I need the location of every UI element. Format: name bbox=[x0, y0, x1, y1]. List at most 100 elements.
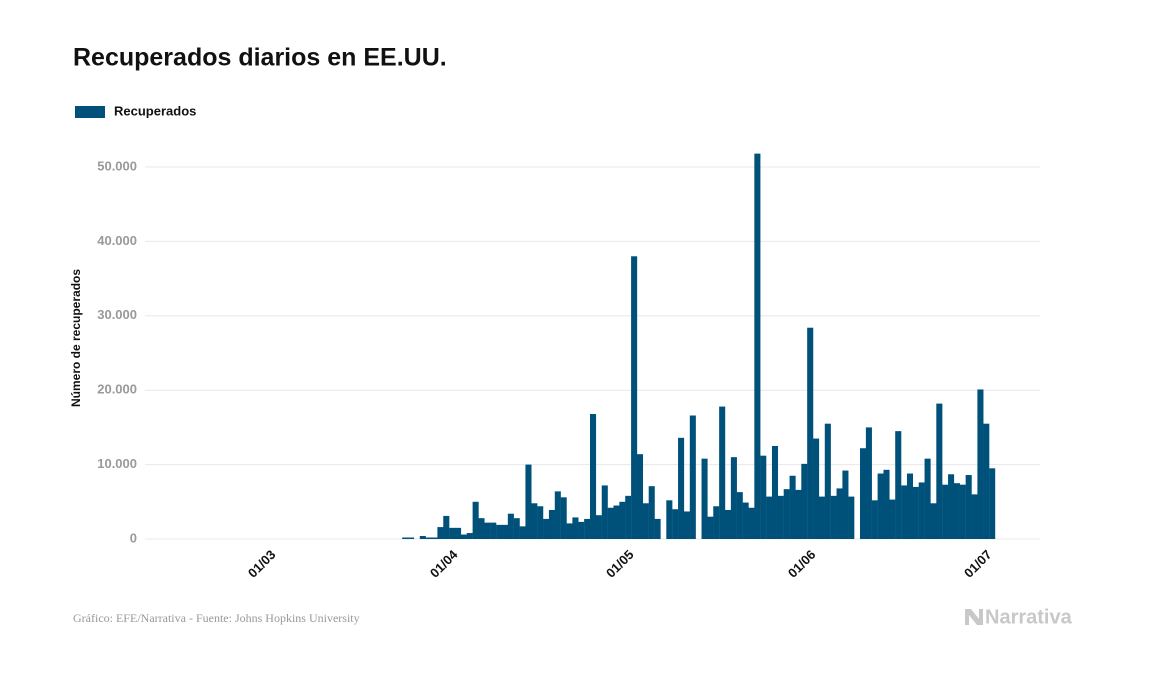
x-tick-label: 01/03 bbox=[245, 547, 279, 581]
bar bbox=[613, 505, 620, 539]
bar bbox=[678, 437, 685, 539]
bar bbox=[865, 427, 872, 539]
bar bbox=[971, 494, 978, 539]
bar bbox=[842, 470, 849, 539]
y-tick-label: 0 bbox=[130, 530, 137, 545]
bar bbox=[959, 484, 966, 539]
bar bbox=[771, 446, 779, 539]
legend-swatch bbox=[75, 106, 105, 118]
bar bbox=[578, 521, 585, 539]
bar bbox=[836, 488, 843, 539]
bar bbox=[942, 484, 949, 539]
bar bbox=[496, 524, 503, 539]
bar bbox=[672, 509, 679, 539]
bar bbox=[648, 486, 655, 539]
bar bbox=[548, 509, 555, 539]
chart-title: Recuperados diarios en EE.UU. bbox=[73, 44, 447, 72]
bar bbox=[742, 502, 749, 539]
bar bbox=[977, 389, 984, 539]
bar bbox=[566, 523, 573, 539]
bar bbox=[936, 403, 943, 539]
bar bbox=[636, 454, 644, 539]
bar bbox=[889, 499, 896, 539]
bar bbox=[478, 518, 485, 539]
bar bbox=[801, 463, 808, 539]
bar bbox=[455, 527, 462, 539]
bar bbox=[631, 256, 638, 539]
bar bbox=[989, 468, 996, 539]
bar bbox=[783, 489, 790, 539]
bar bbox=[719, 406, 726, 539]
bar bbox=[595, 515, 602, 539]
bar bbox=[760, 455, 767, 539]
bar bbox=[860, 448, 867, 539]
bar bbox=[912, 486, 919, 539]
x-tick-label: 01/06 bbox=[785, 547, 819, 581]
logo-icon bbox=[965, 609, 983, 625]
bar bbox=[654, 518, 661, 539]
bar bbox=[419, 536, 426, 539]
bar bbox=[948, 474, 955, 539]
bar bbox=[877, 473, 884, 539]
bar bbox=[930, 503, 937, 539]
bar bbox=[924, 458, 931, 539]
bar bbox=[965, 475, 972, 539]
bar bbox=[531, 503, 538, 539]
bar bbox=[701, 458, 708, 539]
bar bbox=[689, 415, 696, 539]
bar bbox=[472, 501, 479, 539]
bar bbox=[460, 534, 467, 539]
bar bbox=[895, 431, 902, 539]
bar bbox=[883, 469, 890, 539]
bar bbox=[683, 511, 690, 539]
source: Gráfico: EFE/Narrativa - Fuente: Johns H… bbox=[73, 611, 360, 625]
bar bbox=[466, 533, 473, 539]
bar bbox=[625, 495, 632, 539]
bar bbox=[501, 524, 509, 539]
legend-label: Recuperados bbox=[114, 103, 196, 118]
bar bbox=[848, 496, 855, 539]
bar bbox=[807, 327, 814, 539]
bar bbox=[736, 492, 743, 539]
bar bbox=[795, 489, 802, 539]
bar bbox=[437, 527, 444, 539]
bar bbox=[906, 473, 914, 539]
bar bbox=[754, 153, 761, 539]
bar bbox=[953, 483, 960, 539]
logo: Narrativa bbox=[965, 606, 1073, 628]
bar bbox=[431, 537, 438, 539]
bar bbox=[484, 522, 491, 539]
bar bbox=[443, 515, 450, 539]
bar bbox=[554, 491, 561, 539]
bar bbox=[813, 438, 820, 539]
bar bbox=[619, 501, 626, 539]
y-tick-label: 10.000 bbox=[97, 456, 137, 471]
bar bbox=[918, 482, 925, 539]
bar bbox=[824, 423, 831, 539]
bar bbox=[543, 518, 550, 539]
bar bbox=[402, 537, 409, 539]
bar bbox=[725, 509, 732, 539]
bar bbox=[607, 507, 614, 539]
bar bbox=[560, 497, 567, 539]
bar bbox=[490, 522, 497, 539]
y-tick-label: 40.000 bbox=[97, 233, 137, 248]
bar bbox=[707, 516, 714, 539]
bar bbox=[901, 485, 908, 539]
bar bbox=[748, 507, 755, 539]
bar bbox=[525, 464, 532, 539]
x-tick-label: 01/04 bbox=[427, 546, 461, 580]
y-tick-label: 50.000 bbox=[97, 158, 137, 173]
bar bbox=[666, 500, 673, 539]
bar bbox=[983, 423, 990, 539]
x-tick-label: 01/07 bbox=[961, 547, 995, 581]
bar bbox=[590, 414, 597, 539]
bar bbox=[425, 537, 432, 539]
bar bbox=[408, 537, 415, 539]
bar bbox=[572, 517, 579, 539]
bar bbox=[777, 495, 784, 539]
bar bbox=[713, 506, 720, 539]
bar bbox=[507, 513, 514, 539]
y-axis-label: Número de recuperados bbox=[69, 269, 83, 407]
